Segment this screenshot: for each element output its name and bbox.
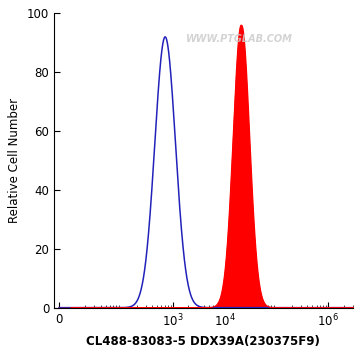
Text: WWW.PTGLAB.COM: WWW.PTGLAB.COM: [186, 34, 293, 44]
X-axis label: CL488-83083-5 DDX39A(230375F9): CL488-83083-5 DDX39A(230375F9): [86, 335, 320, 348]
Y-axis label: Relative Cell Number: Relative Cell Number: [8, 98, 21, 223]
